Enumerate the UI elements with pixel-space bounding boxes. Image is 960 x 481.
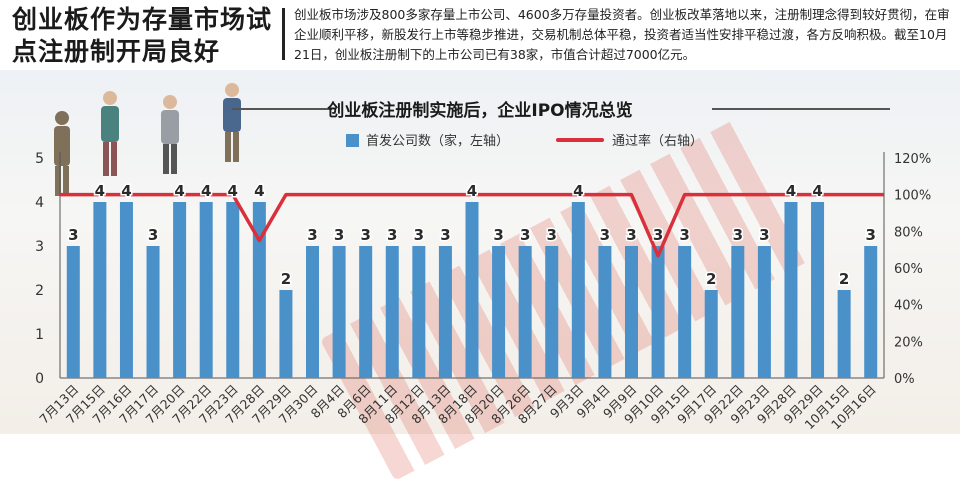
bar-9月9日 — [624, 246, 638, 378]
bar-value-label: 3 — [68, 226, 78, 244]
bar-8月18日 — [465, 202, 479, 378]
headline: 创业板作为存量市场试点注册制开局良好 — [12, 5, 273, 66]
bar-value-label: 3 — [334, 226, 344, 244]
bar-8月11日 — [385, 246, 399, 378]
bar-7月15日 — [93, 202, 107, 378]
y2-tick-label: 100% — [894, 189, 931, 204]
y-tick-label: 0 — [35, 371, 44, 387]
bar-7月17日 — [146, 246, 160, 378]
bar-value-label: 4 — [467, 182, 477, 200]
bar-value-label: 4 — [254, 182, 264, 200]
bar-value-label: 3 — [360, 226, 370, 244]
bar-value-label: 3 — [387, 226, 397, 244]
bar-value-label: 4 — [228, 182, 238, 200]
bar-value-label: 4 — [121, 182, 131, 200]
bar-value-label: 3 — [626, 226, 636, 244]
figurines-image — [54, 83, 241, 196]
bar-value-label: 3 — [493, 226, 503, 244]
y-tick-label: 1 — [35, 327, 44, 343]
bar-value-label: 4 — [95, 182, 105, 200]
y2-tick-label: 20% — [894, 335, 923, 350]
bar-8月20日 — [492, 246, 506, 378]
bar-8月12日 — [412, 246, 426, 378]
bar-value-label: 2 — [706, 270, 716, 288]
bar-7月13日 — [66, 246, 80, 378]
bar-value-label: 3 — [865, 226, 875, 244]
bar-value-label: 3 — [733, 226, 743, 244]
bar-9月17日 — [704, 290, 718, 378]
legend-bar-swatch — [346, 134, 359, 147]
header: 创业板作为存量市场试点注册制开局良好 创业板市场涉及800多家存量上市公司、46… — [0, 0, 960, 70]
bar-8月26日 — [518, 246, 532, 378]
title-rule-left — [232, 108, 332, 110]
bar-7月30日 — [306, 246, 320, 378]
bar-9月3日 — [571, 202, 585, 378]
header-divider — [282, 8, 285, 60]
legend-bar: 首发公司数（家，左轴） — [346, 130, 509, 149]
y-tick-label: 4 — [35, 195, 44, 211]
bar-value-label: 3 — [414, 226, 424, 244]
bar-value-label: 3 — [759, 226, 769, 244]
title-rule-right — [712, 108, 890, 110]
bar-7月23日 — [226, 202, 240, 378]
pass-rate-line — [60, 192, 884, 258]
y2-tick-label: 80% — [894, 225, 923, 240]
legend-line-label: 通过率（右轴） — [612, 134, 704, 149]
bar-10月15日 — [837, 290, 851, 378]
bar-value-label: 3 — [600, 226, 610, 244]
bar-value-label: 2 — [839, 270, 849, 288]
bar-value-label: 4 — [174, 182, 184, 200]
bar-value-label: 3 — [653, 226, 663, 244]
bar-9月28日 — [784, 202, 798, 378]
bar-9月29日 — [811, 202, 825, 378]
bar-value-label: 3 — [547, 226, 557, 244]
bar-value-label: 3 — [307, 226, 317, 244]
bar-8月13日 — [438, 246, 452, 378]
bar-9月15日 — [678, 246, 692, 378]
bar-10月16日 — [864, 246, 878, 378]
bar-9月10日 — [651, 246, 665, 378]
bar-8月27日 — [545, 246, 559, 378]
bar-value-label: 2 — [281, 270, 291, 288]
background-panel — [0, 70, 960, 481]
bar-value-label: 4 — [573, 182, 583, 200]
bar-7月16日 — [119, 202, 133, 378]
y2-tick-label: 120% — [894, 152, 931, 167]
bar-7月22日 — [199, 202, 213, 378]
bar-7月28日 — [252, 202, 266, 378]
y-tick-label: 5 — [35, 151, 44, 167]
bar-8月4日 — [332, 246, 346, 378]
bar-value-label: 3 — [679, 226, 689, 244]
bar-7月29日 — [279, 290, 293, 378]
legend-bar-label: 首发公司数（家，左轴） — [366, 134, 510, 149]
chart-title: 创业板注册制实施后，企业IPO情况总览 — [327, 101, 633, 121]
legend-line: 通过率（右轴） — [556, 130, 703, 149]
bar-value-label: 3 — [440, 226, 450, 244]
y-tick-label: 3 — [35, 239, 44, 255]
y2-tick-label: 0% — [894, 372, 915, 387]
bar-7月20日 — [173, 202, 187, 378]
bar-value-label: 3 — [148, 226, 158, 244]
y-tick-label: 2 — [35, 283, 44, 299]
y2-tick-label: 40% — [894, 299, 923, 314]
bar-value-label: 3 — [520, 226, 530, 244]
bar-value-label: 4 — [786, 182, 796, 200]
bar-value-label: 4 — [201, 182, 211, 200]
bar-value-label: 4 — [812, 182, 822, 200]
y2-tick-label: 60% — [894, 262, 923, 277]
bar-9月23日 — [757, 246, 771, 378]
summary-text: 创业板市场涉及800多家存量上市公司、4600多万存量投资者。创业板改革落地以来… — [294, 7, 950, 62]
legend-line-swatch — [556, 138, 604, 142]
bar-9月4日 — [598, 246, 612, 378]
bar-9月22日 — [731, 246, 745, 378]
bar-8月6日 — [359, 246, 373, 378]
